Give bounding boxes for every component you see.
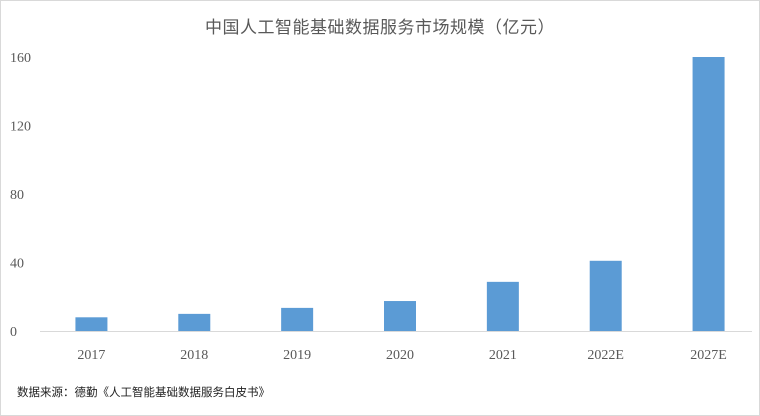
bar-2027E [692, 57, 725, 331]
bar-2021 [486, 281, 519, 331]
bar-2017 [75, 317, 108, 331]
x-tick-label: 2018 [180, 348, 208, 363]
bar-2022E [589, 260, 622, 331]
x-tick-label: 2021 [489, 348, 517, 363]
y-tick-label: 40 [10, 257, 24, 272]
y-tick-label: 160 [10, 51, 31, 66]
y-tick-label: 120 [10, 120, 31, 135]
bar-2019 [281, 307, 314, 331]
bar-2018 [178, 313, 211, 331]
y-tick-label: 80 [10, 188, 24, 203]
y-tick-label: 0 [10, 325, 17, 340]
x-tick-label: 2022E [587, 348, 624, 363]
x-tick-label: 2017 [77, 348, 105, 363]
x-tick-label: 2019 [283, 348, 311, 363]
chart-title: 中国人工智能基础数据服务市场规模（亿元） [205, 18, 555, 38]
bar-2020 [384, 301, 416, 331]
source-note: 数据来源：德勤《人工智能基础数据服务白皮书》 [17, 385, 270, 399]
x-tick-label: 2020 [386, 348, 414, 363]
x-tick-label: 2027E [690, 348, 727, 363]
